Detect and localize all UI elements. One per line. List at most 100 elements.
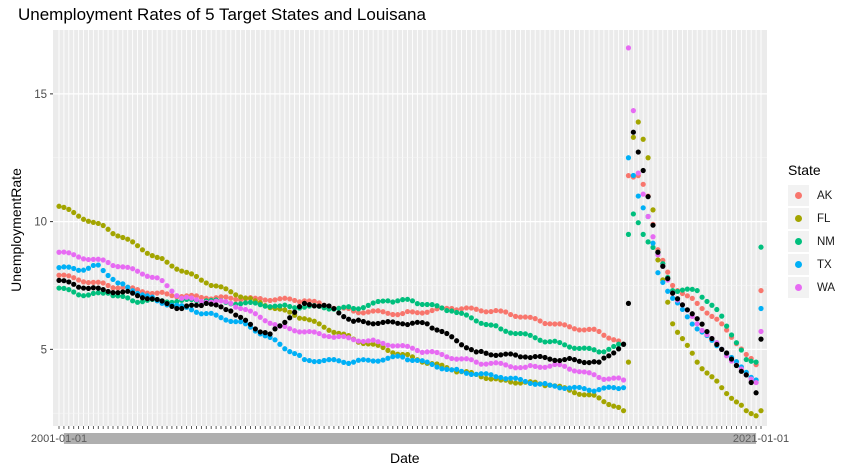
data-point (61, 204, 67, 210)
data-point (483, 350, 489, 356)
data-point (758, 408, 764, 414)
data-point (395, 343, 401, 349)
data-point (611, 403, 617, 409)
data-point (355, 310, 362, 316)
data-point (316, 330, 322, 337)
data-point (620, 408, 627, 414)
data-point (321, 324, 327, 330)
data-point (547, 321, 553, 327)
data-point (616, 341, 622, 347)
data-point (743, 408, 749, 414)
data-point (375, 342, 381, 348)
data-point (419, 301, 425, 308)
data-point (571, 345, 578, 351)
data-point (557, 385, 563, 391)
data-point (208, 301, 214, 307)
data-point (341, 359, 347, 365)
data-point (218, 315, 224, 321)
data-point (198, 311, 204, 317)
data-point (552, 357, 558, 363)
data-point (483, 309, 489, 315)
data-point (512, 380, 519, 386)
legend-label: NM (817, 235, 835, 248)
data-point (576, 345, 582, 352)
data-point (71, 252, 77, 258)
data-point (130, 266, 136, 272)
data-point (581, 327, 587, 333)
data-point (571, 384, 578, 390)
data-point (645, 194, 651, 200)
data-point (596, 359, 602, 365)
data-point (76, 277, 82, 283)
legend-label: WA (817, 281, 836, 294)
data-point (498, 308, 504, 314)
data-point (184, 294, 190, 300)
data-point (606, 353, 612, 359)
data-point (753, 359, 759, 365)
data-point (458, 356, 465, 362)
data-point (71, 265, 77, 272)
data-point (90, 219, 96, 225)
data-point (130, 239, 136, 245)
data-point (198, 294, 204, 301)
data-point (257, 314, 263, 320)
data-point (689, 321, 695, 327)
data-point (71, 209, 77, 216)
data-point (429, 325, 435, 331)
data-point (301, 316, 308, 322)
data-point (503, 376, 509, 382)
data-point (262, 330, 268, 336)
data-point (404, 308, 411, 315)
data-point (424, 359, 430, 365)
data-point (724, 323, 730, 329)
data-point (699, 327, 705, 334)
data-point (611, 375, 617, 381)
data-point (758, 287, 764, 294)
data-point (640, 231, 646, 237)
legend-swatch (788, 185, 809, 206)
data-point (468, 347, 474, 353)
data-point (76, 254, 82, 260)
legend-swatch (788, 231, 809, 252)
data-point (66, 287, 72, 293)
data-point (277, 303, 283, 309)
data-point (463, 370, 470, 376)
data-point (326, 333, 332, 340)
data-point (655, 257, 661, 263)
data-point (331, 329, 337, 335)
data-point (213, 298, 219, 304)
data-point (724, 327, 730, 333)
data-point (223, 306, 229, 313)
data-point (512, 313, 519, 319)
data-point (380, 309, 386, 315)
data-point (552, 321, 558, 327)
data-point (385, 298, 391, 304)
data-point (267, 297, 273, 304)
data-point (665, 269, 671, 275)
data-point (670, 290, 676, 296)
data-point (714, 341, 720, 348)
data-point (80, 267, 87, 273)
data-point (758, 336, 764, 342)
data-point (719, 385, 725, 391)
data-point (630, 211, 636, 217)
series-unnamed (56, 129, 764, 396)
data-point (326, 303, 332, 309)
data-point (61, 272, 67, 278)
data-point (159, 255, 165, 262)
data-point (154, 275, 160, 281)
data-point (61, 285, 67, 291)
data-point (174, 266, 180, 272)
data-point (748, 358, 754, 364)
data-point (296, 315, 303, 321)
data-point (562, 322, 568, 328)
data-point (71, 289, 77, 295)
data-point (218, 294, 224, 300)
data-point (267, 320, 273, 326)
data-point (512, 330, 519, 337)
data-point (635, 119, 641, 125)
data-point (424, 349, 430, 355)
data-point (120, 293, 126, 299)
data-point (360, 318, 366, 325)
data-point (694, 359, 700, 365)
